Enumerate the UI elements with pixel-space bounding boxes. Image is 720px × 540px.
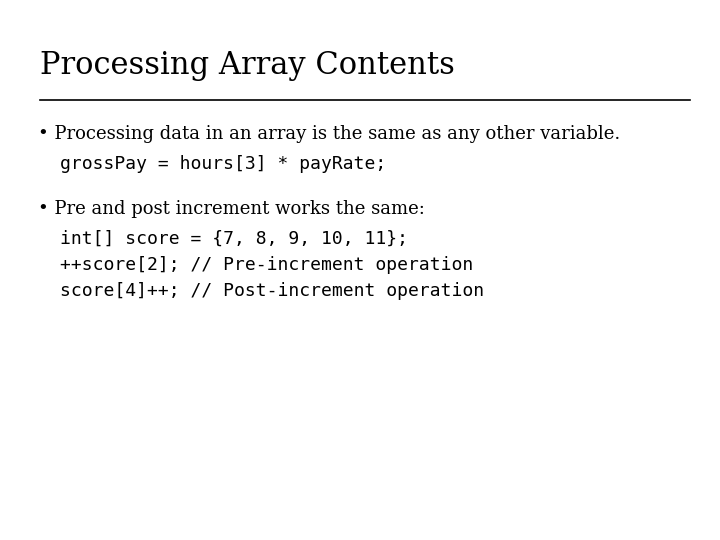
Text: int[] score = {7, 8, 9, 10, 11};: int[] score = {7, 8, 9, 10, 11};	[60, 230, 408, 248]
Text: • Processing data in an array is the same as any other variable.: • Processing data in an array is the sam…	[38, 125, 620, 143]
Text: Processing Array Contents: Processing Array Contents	[40, 50, 455, 81]
Text: score[4]++; // Post-increment operation: score[4]++; // Post-increment operation	[60, 282, 484, 300]
Text: • Pre and post increment works the same:: • Pre and post increment works the same:	[38, 200, 425, 218]
Text: ++score[2]; // Pre-increment operation: ++score[2]; // Pre-increment operation	[60, 256, 473, 274]
Text: grossPay = hours[3] * payRate;: grossPay = hours[3] * payRate;	[60, 155, 386, 173]
